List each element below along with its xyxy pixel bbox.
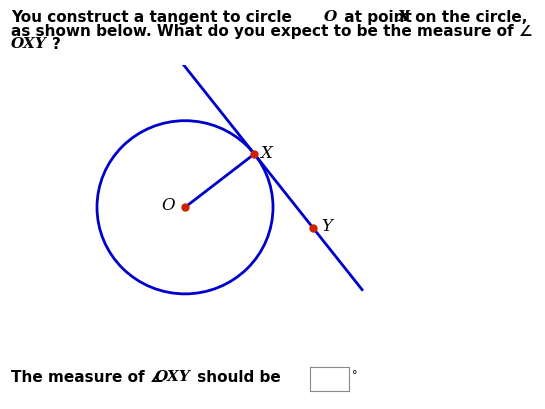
Text: X: X [398, 10, 410, 24]
Text: You construct a tangent to circle: You construct a tangent to circle [11, 10, 297, 25]
Text: O: O [324, 10, 337, 24]
Text: at point: at point [339, 10, 417, 25]
Text: The measure of ∠: The measure of ∠ [11, 369, 164, 384]
Text: OXY: OXY [11, 37, 47, 51]
Text: O: O [161, 196, 175, 213]
Text: should be: should be [192, 369, 281, 384]
Text: °: ° [352, 369, 358, 379]
Text: OXY: OXY [155, 369, 191, 383]
Text: Y: Y [321, 218, 332, 235]
Text: as shown below. What do you expect to be the measure of ∠: as shown below. What do you expect to be… [11, 24, 532, 39]
Text: ?: ? [52, 37, 61, 52]
Text: X: X [261, 144, 272, 161]
Text: on the circle,: on the circle, [410, 10, 528, 25]
